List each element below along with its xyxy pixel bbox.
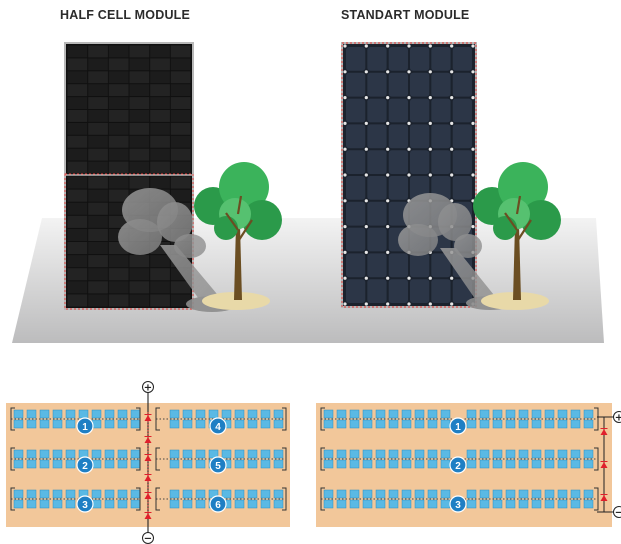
std-string-number-3: 3 (455, 500, 461, 511)
string-number-5: 5 (215, 461, 221, 472)
shaded-half-outline (64, 173, 194, 310)
standard-positive-terminal (613, 411, 621, 423)
half-cell-positive-symbol: + (144, 383, 152, 394)
half-cell-module-title: HALF CELL MODULE (60, 8, 191, 22)
half-cell-diagram-cells (13, 409, 284, 509)
tree-right (473, 162, 561, 310)
string-number-6: 6 (215, 500, 221, 511)
half-cell-panel (64, 42, 194, 310)
wiring-diagrams: + − 1 2 3 4 5 6 + − (6, 381, 621, 544)
standard-module-title: STANDART MODULE (341, 8, 470, 22)
half-cell-bypass-diodes (144, 412, 152, 520)
std-string-number-2: 2 (455, 461, 461, 472)
string-number-4: 4 (215, 422, 221, 433)
half-cell-wiring-diagram: + − 1 2 3 4 5 6 (6, 381, 290, 544)
standard-negative-symbol: − (615, 508, 621, 519)
standard-positive-symbol: + (615, 413, 621, 424)
tree-left (194, 162, 282, 310)
standard-diagram-wiring (320, 407, 599, 511)
standard-diagram-cells (323, 409, 594, 509)
standard-negative-terminal (613, 506, 621, 518)
half-cell-negative-symbol: − (144, 534, 152, 544)
std-string-number-1: 1 (455, 422, 461, 433)
standard-wiring-diagram: + − 1 2 3 (316, 403, 621, 527)
half-cell-upper-cells (67, 45, 191, 174)
standard-bypass-diodes (600, 428, 608, 501)
standard-panel-outline (341, 42, 477, 308)
string-number-2: 2 (82, 461, 88, 472)
standard-cells (343, 44, 475, 306)
half-cell-positive-terminal (142, 381, 154, 393)
string-number-1: 1 (82, 422, 88, 433)
half-cell-string-badges: 1 2 3 4 5 6 (76, 417, 227, 513)
half-cell-diagram-wiring (10, 407, 287, 511)
shading-scene (12, 42, 604, 343)
standard-string-badges: 1 2 3 (449, 417, 467, 513)
string-number-3: 3 (82, 500, 88, 511)
